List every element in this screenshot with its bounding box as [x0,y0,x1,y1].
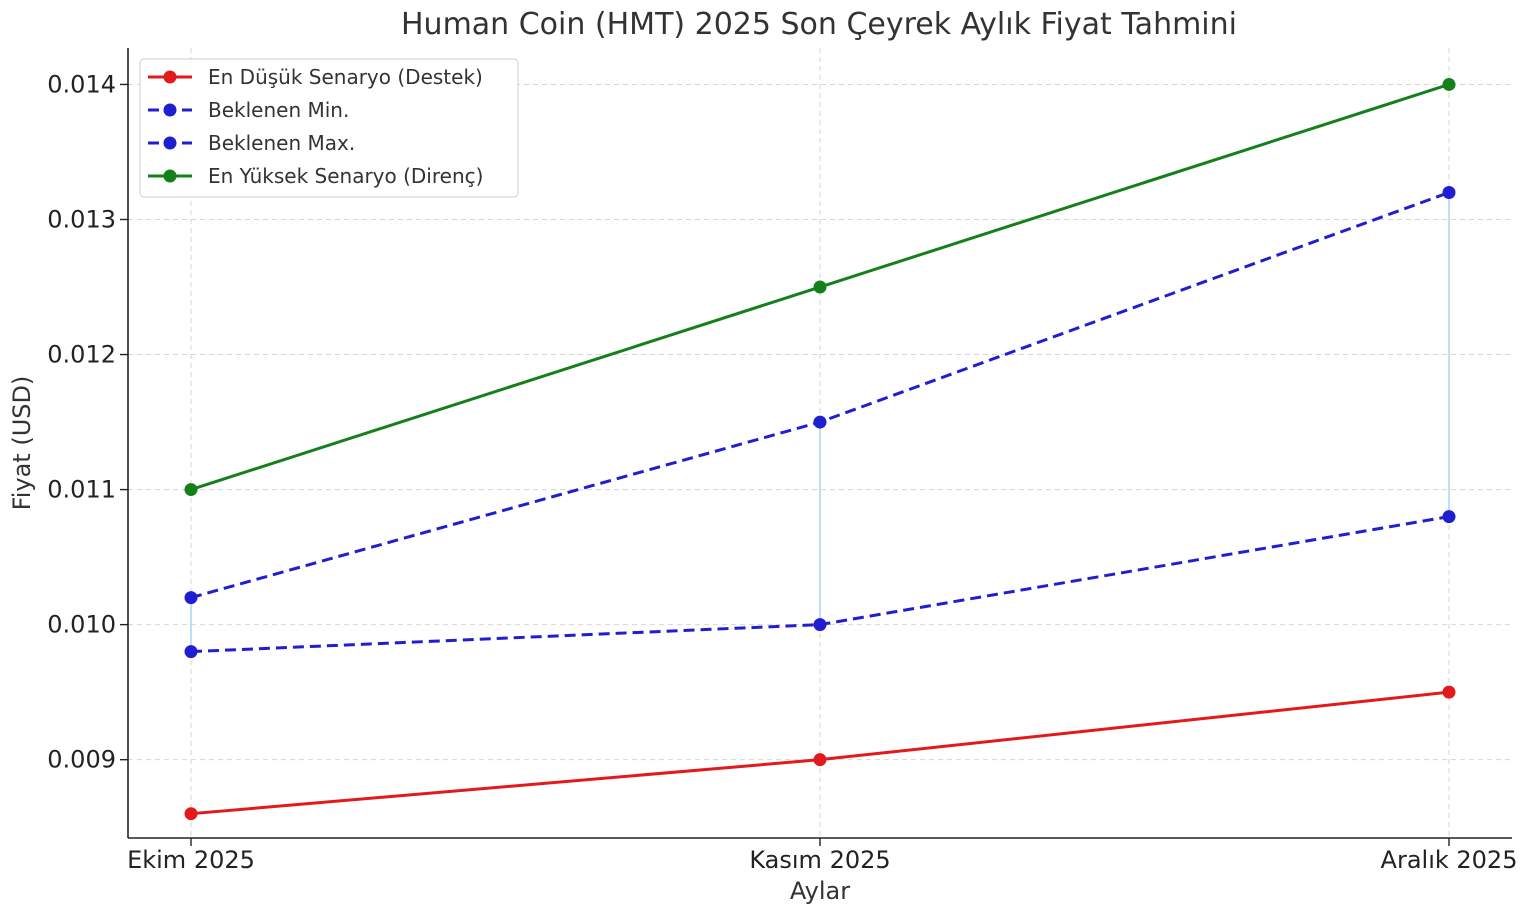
y-tick-label: 0.012 [47,341,116,369]
data-point [1442,510,1456,524]
x-axis-label: Aylar [790,877,850,905]
data-point [813,415,827,429]
legend-marker [163,70,177,84]
legend-label: Beklenen Max. [208,131,355,155]
data-point [184,807,198,821]
legend-marker [163,103,177,117]
data-point [1442,185,1456,199]
grid [128,48,1512,838]
data-point [813,618,827,632]
chart-title: Human Coin (HMT) 2025 Son Çeyrek Aylık F… [401,7,1237,42]
y-axis-label: Fiyat (USD) [8,376,36,511]
legend: En Düşük Senaryo (Destek) Beklenen Min. Be… [139,58,519,198]
legend-label: En Düşük Senaryo (Destek) [208,65,483,89]
data-point [1442,77,1456,91]
legend-box [139,58,519,198]
data-point [184,591,198,605]
series [184,77,1456,821]
data-point [184,483,198,497]
y-tick-label: 0.010 [47,611,116,639]
legend-marker [163,136,177,150]
x-tick-label: Kasım 2025 [749,846,890,874]
series-group [184,685,1456,821]
x-tick-label: Ekim 2025 [127,846,255,874]
series-group [184,77,1456,497]
ticks: 0.009 0.010 0.011 0.012 0.013 0.014 Ekim 2025 K… [47,70,1517,874]
data-point [813,753,827,767]
x-tick-label: Aralık 2025 [1381,846,1518,874]
data-point [184,645,198,659]
legend-marker [163,169,177,183]
series-group [184,510,1456,659]
data-point [813,280,827,294]
y-tick-label: 0.013 [47,206,116,234]
y-tick-label: 0.014 [47,70,116,98]
range-connectors [190,192,1450,652]
legend-label: En Yüksek Senaryo (Direnç) [208,164,483,188]
data-point [1442,685,1456,699]
series-group [184,185,1456,605]
y-tick-label: 0.011 [47,476,116,504]
y-tick-label: 0.009 [47,746,116,774]
legend-label: Beklenen Min. [208,98,349,122]
